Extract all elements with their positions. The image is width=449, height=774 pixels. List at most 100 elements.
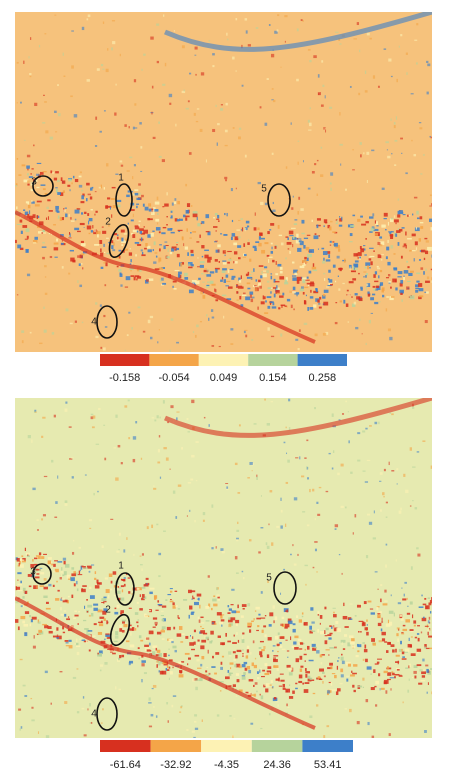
texture-speck xyxy=(358,297,363,302)
texture-speck xyxy=(424,320,428,324)
texture-speck xyxy=(270,301,274,304)
texture-speck xyxy=(79,284,83,288)
texture-speck xyxy=(161,605,167,608)
texture-speck xyxy=(323,272,326,275)
texture-speck xyxy=(286,305,288,308)
texture-speck xyxy=(207,231,211,236)
texture-speck xyxy=(316,571,318,573)
texture-speck xyxy=(90,209,93,211)
texture-speck xyxy=(255,27,259,29)
texture-speck xyxy=(424,250,429,255)
texture-speck xyxy=(411,139,413,142)
texture-speck xyxy=(329,244,332,246)
texture-speck xyxy=(267,231,270,235)
texture-speck xyxy=(304,256,307,260)
texture-speck xyxy=(27,574,32,577)
texture-speck xyxy=(146,526,149,530)
texture-speck xyxy=(322,295,326,299)
texture-speck xyxy=(141,660,146,663)
texture-speck xyxy=(109,650,114,653)
texture-speck xyxy=(279,636,285,639)
texture-speck xyxy=(283,441,286,444)
texture-speck xyxy=(369,216,374,219)
texture-speck xyxy=(400,280,404,284)
texture-speck xyxy=(290,122,292,125)
texture-speck xyxy=(189,237,192,239)
texture-speck xyxy=(37,731,40,734)
texture-speck xyxy=(168,638,174,643)
texture-speck xyxy=(60,242,64,245)
texture-speck xyxy=(285,481,289,484)
texture-speck xyxy=(120,585,124,588)
texture-speck xyxy=(201,273,204,275)
texture-speck xyxy=(62,190,65,194)
texture-speck xyxy=(407,643,412,648)
texture-speck xyxy=(107,205,112,208)
texture-speck xyxy=(171,247,175,252)
texture-speck xyxy=(264,634,267,638)
colorbar-label: 0.154 xyxy=(259,372,287,384)
texture-speck xyxy=(431,598,432,602)
texture-speck xyxy=(62,599,68,603)
texture-speck xyxy=(228,258,232,261)
texture-speck xyxy=(268,24,271,27)
texture-speck xyxy=(88,649,91,652)
texture-speck xyxy=(409,629,414,631)
texture-speck xyxy=(275,261,277,265)
texture-speck xyxy=(357,459,361,462)
texture-speck xyxy=(261,675,265,678)
texture-speck xyxy=(143,226,145,228)
texture-speck xyxy=(415,226,417,230)
texture-speck xyxy=(246,649,250,653)
texture-speck xyxy=(377,241,381,245)
texture-speck xyxy=(79,254,83,259)
texture-speck xyxy=(292,623,296,626)
texture-speck xyxy=(86,633,91,636)
texture-speck xyxy=(166,192,168,196)
texture-speck xyxy=(396,230,401,233)
texture-speck xyxy=(206,269,210,272)
texture-speck xyxy=(416,23,419,26)
texture-speck xyxy=(159,248,161,252)
texture-speck xyxy=(354,260,359,263)
texture-speck xyxy=(166,669,170,671)
texture-speck xyxy=(99,130,102,133)
texture-speck xyxy=(303,621,308,626)
texture-speck xyxy=(64,701,68,704)
texture-speck xyxy=(286,664,291,668)
texture-speck xyxy=(195,686,198,691)
texture-speck xyxy=(293,269,298,274)
texture-speck xyxy=(378,673,381,677)
texture-speck xyxy=(211,283,216,286)
texture-speck xyxy=(178,617,180,620)
texture-speck xyxy=(157,600,160,603)
texture-speck xyxy=(86,599,88,601)
texture-speck xyxy=(409,295,415,300)
texture-speck xyxy=(368,663,370,665)
texture-speck xyxy=(421,594,423,597)
texture-speck xyxy=(282,687,286,690)
texture-speck xyxy=(329,647,335,649)
texture-speck xyxy=(194,714,198,717)
texture-speck xyxy=(382,492,385,496)
texture-speck xyxy=(155,227,161,231)
texture-speck xyxy=(130,632,132,636)
texture-speck xyxy=(32,179,35,182)
texture-speck xyxy=(429,194,432,197)
texture-speck xyxy=(195,280,200,285)
texture-speck xyxy=(174,649,177,653)
texture-speck xyxy=(366,283,371,288)
texture-speck xyxy=(296,233,299,238)
texture-speck xyxy=(236,537,239,540)
texture-speck xyxy=(231,588,235,591)
texture-speck xyxy=(227,605,230,608)
texture-speck xyxy=(278,307,281,310)
texture-speck xyxy=(370,673,372,675)
texture-speck xyxy=(374,228,379,232)
texture-speck xyxy=(27,435,31,439)
texture-speck xyxy=(329,226,332,231)
marker-ellipse xyxy=(267,183,291,217)
texture-speck xyxy=(141,586,146,589)
texture-speck xyxy=(280,592,282,595)
texture-speck xyxy=(19,247,24,250)
